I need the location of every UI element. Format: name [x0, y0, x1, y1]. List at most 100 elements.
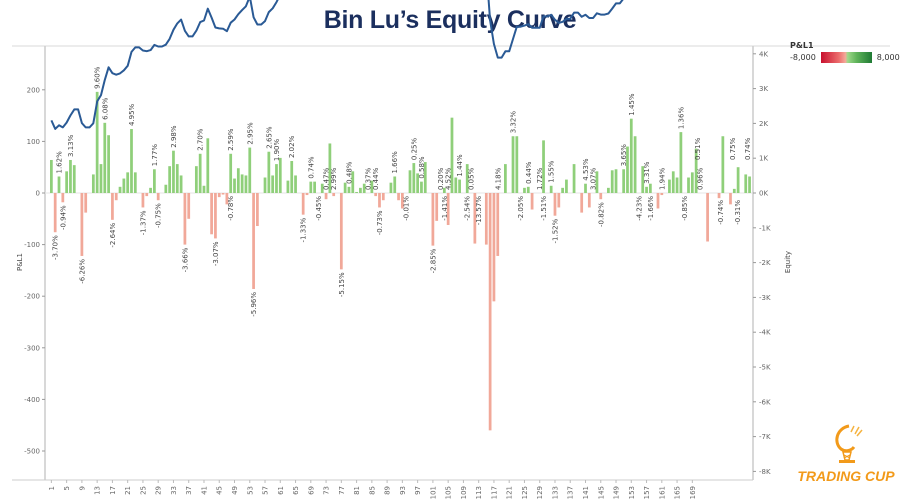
pnl-bar[interactable] [244, 175, 248, 193]
pnl-bar[interactable] [442, 187, 446, 193]
pnl-bar[interactable] [309, 181, 313, 193]
pnl-bar[interactable] [362, 183, 366, 193]
pnl-bar[interactable] [221, 193, 225, 195]
pnl-bar[interactable] [435, 193, 439, 221]
pnl-bar[interactable] [378, 193, 381, 208]
pnl-bar[interactable] [530, 193, 534, 210]
pnl-bar[interactable] [668, 179, 671, 193]
pnl-bar[interactable] [172, 150, 175, 193]
pnl-bar[interactable] [488, 193, 492, 431]
pnl-bar[interactable] [744, 174, 748, 193]
pnl-bar[interactable] [423, 162, 427, 193]
pnl-bar[interactable] [149, 187, 152, 193]
pnl-bar[interactable] [107, 135, 110, 193]
pnl-bar[interactable] [729, 193, 732, 205]
pnl-bar[interactable] [648, 183, 652, 193]
pnl-bar[interactable] [286, 180, 290, 193]
pnl-bar[interactable] [210, 193, 213, 235]
pnl-bar[interactable] [557, 193, 561, 208]
pnl-bar[interactable] [320, 183, 324, 193]
pnl-bar[interactable] [629, 118, 633, 193]
pnl-bar[interactable] [393, 176, 397, 193]
pnl-bar[interactable] [103, 122, 107, 193]
pnl-bar[interactable] [496, 193, 500, 256]
pnl-bar[interactable] [492, 193, 496, 302]
pnl-bar[interactable] [671, 171, 675, 193]
pnl-bar[interactable] [473, 193, 477, 244]
pnl-bar[interactable] [225, 193, 229, 205]
pnl-bar[interactable] [53, 193, 57, 233]
pnl-bar[interactable] [549, 185, 553, 193]
pnl-bar[interactable] [614, 169, 618, 193]
pnl-bar[interactable] [328, 143, 332, 193]
pnl-bar[interactable] [126, 172, 130, 193]
pnl-bar[interactable] [95, 91, 99, 193]
pnl-bar[interactable] [271, 175, 275, 193]
pnl-bar[interactable] [389, 182, 393, 193]
pnl-bar[interactable] [732, 188, 736, 193]
pnl-bar[interactable] [343, 182, 347, 193]
pnl-bar[interactable] [717, 193, 721, 199]
pnl-bar[interactable] [687, 177, 690, 193]
pnl-bar[interactable] [553, 193, 557, 216]
pnl-bar[interactable] [164, 184, 168, 193]
pnl-bar[interactable] [412, 163, 416, 193]
pnl-bar[interactable] [565, 179, 568, 193]
pnl-bar[interactable] [133, 172, 137, 193]
pnl-bar[interactable] [584, 183, 587, 193]
pnl-bar[interactable] [622, 169, 626, 193]
pnl-bar[interactable] [194, 166, 198, 193]
pnl-bar[interactable] [370, 180, 374, 193]
pnl-bar[interactable] [542, 140, 545, 193]
pnl-bar[interactable] [690, 172, 694, 193]
pnl-bar[interactable] [275, 164, 278, 193]
pnl-bar[interactable] [416, 173, 420, 193]
pnl-bar[interactable] [458, 179, 461, 193]
pnl-bar[interactable] [706, 193, 709, 242]
pnl-bar[interactable] [626, 146, 629, 193]
pnl-bar[interactable] [641, 166, 645, 193]
pnl-bar[interactable] [645, 186, 648, 193]
pnl-bar[interactable] [660, 193, 664, 196]
pnl-bar[interactable] [267, 151, 271, 193]
pnl-bar[interactable] [206, 138, 210, 193]
pnl-bar[interactable] [69, 159, 72, 193]
pnl-bar[interactable] [278, 157, 282, 193]
pnl-bar[interactable] [355, 191, 358, 193]
pnl-bar[interactable] [515, 136, 519, 193]
pnl-bar[interactable] [153, 169, 156, 193]
pnl-bar[interactable] [236, 168, 240, 193]
pnl-bar[interactable] [301, 193, 305, 215]
pnl-bar[interactable] [401, 193, 404, 209]
pnl-bar[interactable] [572, 164, 576, 193]
pnl-bar[interactable] [595, 171, 599, 193]
pnl-bar[interactable] [263, 177, 267, 193]
pnl-bar[interactable] [599, 193, 603, 200]
pnl-bar[interactable] [248, 147, 252, 193]
pnl-bar[interactable] [504, 164, 507, 193]
pnl-bar[interactable] [233, 178, 236, 193]
pnl-bar[interactable] [523, 187, 526, 193]
pnl-bar[interactable] [130, 129, 133, 193]
pnl-bar[interactable] [450, 117, 454, 193]
pnl-bar[interactable] [748, 176, 751, 193]
pnl-bar[interactable] [324, 193, 328, 200]
pnl-bar[interactable] [214, 193, 217, 239]
pnl-bar[interactable] [656, 193, 660, 209]
pnl-bar[interactable] [99, 164, 103, 193]
pnl-bar[interactable] [50, 159, 53, 193]
pnl-bar[interactable] [339, 193, 343, 270]
pnl-bar[interactable] [175, 164, 179, 193]
pnl-bar[interactable] [465, 164, 469, 193]
pnl-bar[interactable] [57, 176, 61, 193]
pnl-bar[interactable] [256, 193, 259, 227]
pnl-bar[interactable] [381, 193, 385, 201]
pnl-bar[interactable] [633, 136, 637, 193]
pnl-bar[interactable] [397, 193, 400, 201]
pnl-bar[interactable] [168, 166, 172, 193]
pnl-bar[interactable] [679, 132, 683, 193]
pnl-bar[interactable] [290, 161, 294, 193]
pnl-bar[interactable] [431, 193, 435, 246]
pnl-bar[interactable] [198, 153, 202, 193]
pnl-bar[interactable] [675, 177, 679, 193]
